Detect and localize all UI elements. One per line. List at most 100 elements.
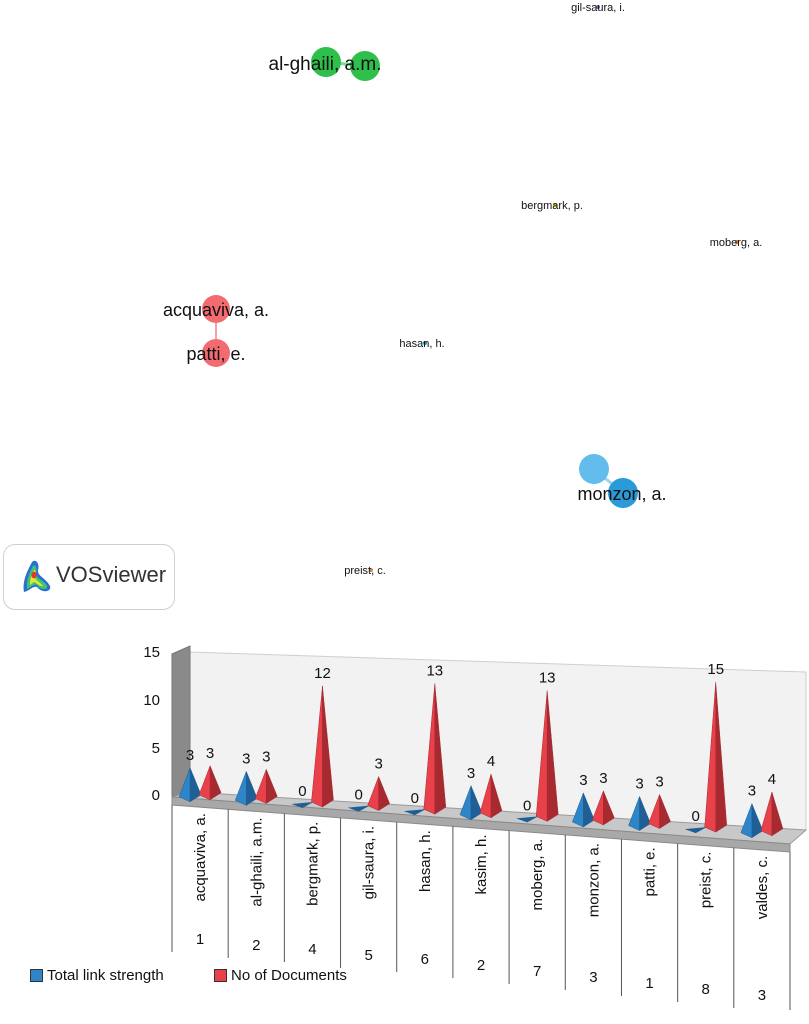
data-label: 13 — [426, 662, 443, 679]
network-node[interactable] — [350, 51, 380, 81]
table-cell-value: 4 — [308, 941, 316, 958]
pyramid-bar-shade — [715, 682, 727, 833]
category-label: valdes, c. — [754, 856, 771, 919]
network-node[interactable] — [202, 339, 230, 367]
node-label: bergmark, p. — [521, 200, 583, 212]
network-node[interactable] — [311, 47, 341, 77]
pyramid-bar-flat — [403, 809, 426, 816]
pyramid-bar-shade — [751, 803, 764, 839]
data-label: 0 — [298, 783, 306, 800]
network-node[interactable] — [735, 240, 739, 244]
data-label: 4 — [768, 771, 776, 788]
pyramid-bar-shade — [490, 774, 503, 819]
data-label: 3 — [242, 750, 250, 767]
data-label: 0 — [411, 790, 419, 807]
legend-item-no-of-documents: No of Documents — [214, 965, 347, 985]
pyramid-bar-shade — [603, 790, 615, 826]
category-label: kasim, h. — [473, 835, 490, 895]
node-label: patti, e. — [186, 344, 245, 364]
pyramid-bar-shade — [434, 683, 447, 815]
data-label: 3 — [186, 747, 194, 764]
table-cell-value: 3 — [758, 987, 766, 1004]
legend-swatch-red — [214, 968, 227, 982]
category-label: patti, e. — [642, 847, 659, 896]
pyramid-bar-shade — [246, 771, 258, 806]
table-cell-value: 2 — [252, 937, 260, 954]
legend-label: No of Documents — [231, 966, 347, 984]
data-label: 3 — [579, 772, 587, 789]
table-cell-value: 6 — [421, 951, 429, 968]
network-canvas: al-ghaili, a.m. gil-saura, i. bergmark, … — [163, 2, 763, 577]
data-label: 3 — [374, 756, 382, 773]
network-node[interactable] — [202, 295, 230, 323]
category-label: acquaviva, a. — [192, 813, 209, 901]
network-node[interactable] — [423, 341, 427, 345]
pyramid-bar-shade — [546, 690, 559, 822]
data-label: 3 — [599, 770, 607, 787]
table-cell-value: 8 — [702, 981, 710, 998]
legend-item-total-link-strength: Total link strength — [30, 965, 164, 985]
pyramid-bar-shade — [378, 776, 390, 812]
vosviewer-logo: VOSviewer — [3, 544, 175, 610]
legend-swatch-blue — [30, 968, 43, 982]
category-label: monzon, a. — [585, 843, 602, 917]
pyramid-bar-flat — [291, 801, 314, 808]
node-label: preist, c. — [344, 565, 386, 577]
node-label: moberg, a. — [710, 237, 763, 249]
vosviewer-logo-icon — [23, 560, 51, 592]
y-tick-label: 5 — [152, 740, 160, 757]
pyramid-bar-shade — [659, 794, 671, 829]
table-cell-value: 2 — [477, 957, 485, 974]
pyramid-bar-shade — [639, 796, 651, 831]
legend-label: Total link strength — [47, 966, 164, 984]
table-cell-value: 7 — [533, 963, 541, 980]
table-cell-value: 5 — [364, 947, 372, 964]
node-label: monzon, a. — [577, 484, 666, 504]
pyramid-bar-shade — [266, 769, 278, 804]
network-node[interactable] — [369, 568, 373, 572]
category-label: bergmark, p. — [304, 822, 321, 906]
network-node[interactable] — [579, 454, 609, 484]
node-label: gil-saura, i. — [571, 2, 625, 14]
data-label: 3 — [748, 783, 756, 800]
network-map: al-ghaili, a.m. gil-saura, i. bergmark, … — [163, 2, 763, 577]
node-label: hasan, h. — [399, 338, 444, 350]
y-tick-label: 10 — [143, 692, 160, 709]
y-tick-label: 0 — [152, 787, 160, 804]
table-cell-value: 1 — [645, 975, 653, 992]
chart-area: 0 5 10 15 acquaviva, a. 1 3 3 al-ghaili, a.m. 2 3 3… — [0, 640, 809, 1019]
pyramid-bar-flat — [684, 827, 707, 834]
pyramid-bar-shade — [583, 792, 595, 828]
data-label: 3 — [467, 765, 475, 782]
network-node[interactable] — [608, 478, 638, 508]
data-label: 4 — [487, 753, 495, 770]
pyramid-bar-flat — [347, 805, 370, 812]
category-label: preist, c. — [698, 852, 715, 909]
pyramid-bar-shade — [322, 685, 334, 808]
data-label: 0 — [692, 808, 700, 825]
pyramid-bar-shade — [189, 767, 202, 803]
node-label: al-ghaili, a.m. — [269, 54, 382, 75]
table-cell-value: 3 — [589, 969, 597, 986]
category-label: hasan, h. — [417, 830, 434, 892]
chart-side-wall — [171, 645, 191, 798]
data-label: 12 — [314, 665, 331, 682]
data-label: 3 — [262, 748, 270, 765]
data-label: 3 — [635, 776, 643, 793]
data-label: 0 — [354, 787, 362, 804]
pyramid-bar-shade — [209, 765, 222, 801]
vosviewer-logo-text: VOSviewer — [56, 562, 167, 587]
network-node[interactable] — [596, 5, 600, 9]
category-label: gil-saura, i. — [361, 826, 378, 899]
category-label: al-ghaili, a.m. — [248, 817, 265, 906]
data-label: 13 — [539, 670, 556, 687]
category-label: moberg, a. — [529, 839, 546, 911]
data-label: 3 — [655, 774, 663, 791]
table-cell-value: 1 — [196, 931, 204, 948]
network-node[interactable] — [553, 203, 557, 207]
data-label: 15 — [707, 661, 724, 678]
pyramid-bar-shade — [771, 791, 784, 837]
y-tick-label: 15 — [143, 644, 160, 661]
pyramid-bar-shade — [470, 785, 483, 821]
data-label: 0 — [523, 797, 531, 814]
